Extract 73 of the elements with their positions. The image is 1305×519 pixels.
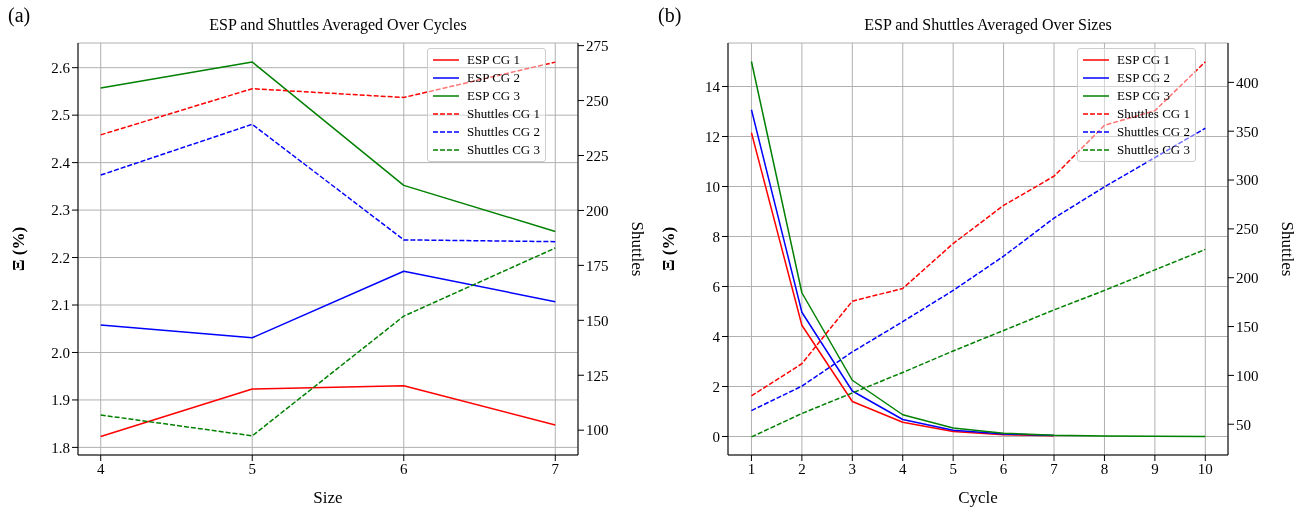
y-tick-label: 1.9 <box>51 392 70 409</box>
x-tick-label: 4 <box>898 460 907 477</box>
legend-label: ESP CG 3 <box>1117 87 1171 105</box>
x-tick-label: 6 <box>999 460 1008 477</box>
legend-label: ESP CG 3 <box>467 87 521 105</box>
legend-label: Shuttles CG 3 <box>467 141 540 159</box>
y-tick-label: 14 <box>705 78 721 95</box>
y-tick-label: 10 <box>705 178 720 195</box>
x-tick-label: 1 <box>747 460 756 477</box>
y-tick-label: 2 <box>712 378 720 395</box>
legend-label: ESP CG 2 <box>467 69 521 87</box>
y-tick-label: 4 <box>712 328 721 345</box>
y2-tick-label: 150 <box>586 312 609 329</box>
line-series <box>99 247 557 437</box>
y-tick-label: 2.5 <box>51 107 70 124</box>
y2-tick-label: 175 <box>586 257 609 274</box>
y2-tick-label: 200 <box>1236 270 1259 287</box>
legend-label: ESP CG 2 <box>1117 69 1171 87</box>
y-tick-label: 12 <box>705 128 720 145</box>
legend-label: Shuttles CG 2 <box>1117 123 1190 141</box>
legend-label: Shuttles CG 2 <box>467 123 540 141</box>
x-tick-label: 8 <box>1100 460 1109 477</box>
x-tick-label: 9 <box>1151 460 1159 477</box>
chart-title: ESP and Shuttles Averaged Over Sizes <box>864 16 1112 33</box>
x-axis-title: Cycle <box>958 488 998 507</box>
x-tick-label: 6 <box>400 460 409 477</box>
y-tick-label: 2.6 <box>51 60 71 77</box>
line-series <box>99 270 557 339</box>
legend-label: Shuttles CG 1 <box>467 105 540 123</box>
y-tick-label: 6 <box>712 278 721 295</box>
y2-tick-label: 150 <box>1236 318 1259 335</box>
y2-tick-label: 100 <box>1236 367 1259 384</box>
y-axis-title: Ξ (%) <box>659 226 679 272</box>
y-tick-label: 0 <box>712 428 720 445</box>
y-tick-label: 1.8 <box>51 439 70 456</box>
line-series <box>99 384 557 438</box>
x-tick-label: 2 <box>798 460 806 477</box>
x-tick-label: 7 <box>1050 460 1059 477</box>
y2-tick-label: 100 <box>586 422 609 439</box>
y-tick-label: 8 <box>712 228 720 245</box>
x-tick-label: 4 <box>96 460 105 477</box>
x-tick-label: 3 <box>848 460 857 477</box>
y2-tick-label: 250 <box>586 92 609 109</box>
x-tick-label: 5 <box>248 460 256 477</box>
y-tick-label: 2.3 <box>51 202 70 219</box>
y-axis-title: Ξ (%) <box>9 226 29 272</box>
y2-tick-label: 300 <box>1236 172 1259 189</box>
y2-tick-label: 400 <box>1236 74 1259 91</box>
y2-tick-label: 275 <box>586 37 609 54</box>
y-tick-label: 2.2 <box>51 249 70 266</box>
y2-tick-label: 250 <box>1236 221 1259 238</box>
legend-label: ESP CG 1 <box>467 51 521 69</box>
text: (a) <box>8 4 31 27</box>
y2-tick-label: 350 <box>1236 123 1259 140</box>
y2-tick-label: 50 <box>1236 416 1251 433</box>
x-tick-label: 7 <box>551 460 560 477</box>
x-tick-label: 10 <box>1197 460 1213 477</box>
legend-label: Shuttles CG 1 <box>1117 105 1190 123</box>
y2-tick-label: 125 <box>586 367 609 384</box>
y-tick-label: 2.1 <box>51 297 70 314</box>
y-tick-label: 2.4 <box>51 154 71 171</box>
legend-label: ESP CG 1 <box>1117 51 1171 69</box>
x-tick-label: 5 <box>949 460 957 477</box>
y2-tick-label: 225 <box>586 147 609 164</box>
line-series <box>99 123 557 243</box>
y2-axis-title: Shuttles <box>1277 221 1297 277</box>
y2-axis-title: Shuttles <box>627 221 647 277</box>
y2-tick-label: 200 <box>586 202 609 219</box>
text: (b) <box>658 4 682 27</box>
chart-title: ESP and Shuttles Averaged Over Cycles <box>209 16 467 33</box>
legend-label: Shuttles CG 3 <box>1117 141 1190 159</box>
x-axis-title: Size <box>313 488 343 507</box>
y-tick-label: 2.0 <box>51 344 70 361</box>
